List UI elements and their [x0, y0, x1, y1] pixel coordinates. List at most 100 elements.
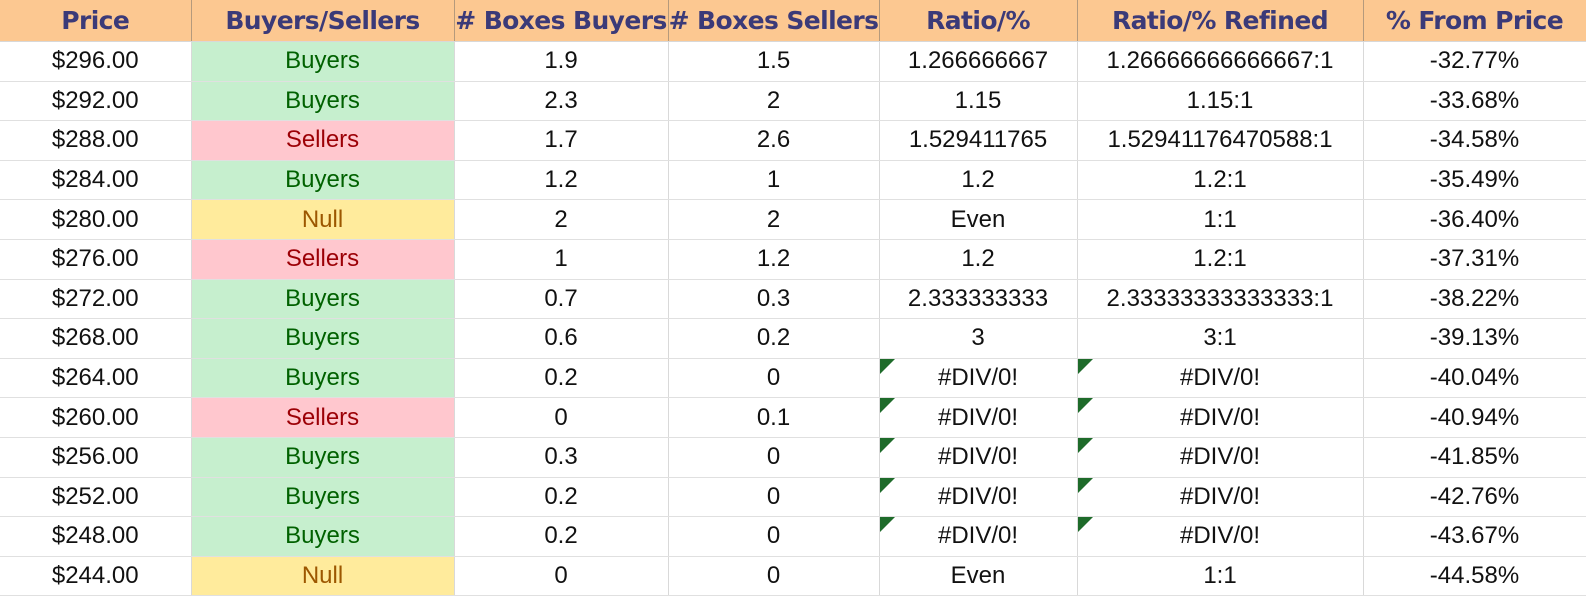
boxes-buyers-cell[interactable]: 1.2	[454, 160, 669, 201]
buyers-sellers-cell[interactable]: Buyers	[191, 160, 455, 201]
header-pct-from-price[interactable]: % From Price	[1363, 0, 1586, 42]
ratio-refined-cell[interactable]: 1.2:1	[1077, 239, 1364, 280]
boxes-sellers-cell[interactable]: 0	[668, 556, 880, 597]
buyers-sellers-cell[interactable]: Buyers	[191, 477, 455, 518]
pct-from-price-cell[interactable]: -40.94%	[1363, 397, 1586, 438]
error-indicator-icon[interactable]	[1077, 437, 1093, 453]
price-cell[interactable]: $276.00	[0, 239, 192, 280]
error-indicator-icon[interactable]	[879, 398, 895, 414]
boxes-buyers-cell[interactable]: 1.9	[454, 41, 669, 82]
error-indicator-icon[interactable]	[879, 437, 895, 453]
boxes-buyers-cell[interactable]: 0	[454, 556, 669, 597]
ratio-refined-cell[interactable]: 1.15:1	[1077, 81, 1364, 122]
error-indicator-icon[interactable]	[1077, 477, 1093, 493]
buyers-sellers-cell[interactable]: Buyers	[191, 81, 455, 122]
pct-from-price-cell[interactable]: -33.68%	[1363, 81, 1586, 122]
ratio-refined-cell[interactable]: 1.2:1	[1077, 160, 1364, 201]
buyers-sellers-cell[interactable]: Sellers	[191, 239, 455, 280]
boxes-buyers-cell[interactable]: 0.2	[454, 516, 669, 557]
header-buyers-sellers[interactable]: Buyers/Sellers	[191, 0, 455, 42]
pct-from-price-cell[interactable]: -35.49%	[1363, 160, 1586, 201]
ratio-cell[interactable]: #DIV/0!	[879, 477, 1078, 518]
boxes-sellers-cell[interactable]: 0	[668, 437, 880, 478]
boxes-buyers-cell[interactable]: 2	[454, 199, 669, 240]
pct-from-price-cell[interactable]: -40.04%	[1363, 358, 1586, 399]
ratio-cell[interactable]: 1.529411765	[879, 120, 1078, 161]
pct-from-price-cell[interactable]: -32.77%	[1363, 41, 1586, 82]
pct-from-price-cell[interactable]: -41.85%	[1363, 437, 1586, 478]
ratio-cell[interactable]: 3	[879, 318, 1078, 359]
header-price[interactable]: Price	[0, 0, 192, 42]
buyers-sellers-cell[interactable]: Buyers	[191, 437, 455, 478]
buyers-sellers-cell[interactable]: Buyers	[191, 516, 455, 557]
boxes-sellers-cell[interactable]: 2	[668, 81, 880, 122]
ratio-cell[interactable]: 1.2	[879, 160, 1078, 201]
ratio-cell[interactable]: Even	[879, 556, 1078, 597]
ratio-refined-cell[interactable]: 2.33333333333333:1	[1077, 279, 1364, 320]
price-cell[interactable]: $248.00	[0, 516, 192, 557]
boxes-buyers-cell[interactable]: 0.6	[454, 318, 669, 359]
price-cell[interactable]: $268.00	[0, 318, 192, 359]
error-indicator-icon[interactable]	[879, 358, 895, 374]
pct-from-price-cell[interactable]: -36.40%	[1363, 199, 1586, 240]
boxes-sellers-cell[interactable]: 0.3	[668, 279, 880, 320]
ratio-cell[interactable]: #DIV/0!	[879, 358, 1078, 399]
price-cell[interactable]: $252.00	[0, 477, 192, 518]
error-indicator-icon[interactable]	[1077, 358, 1093, 374]
boxes-sellers-cell[interactable]: 1.2	[668, 239, 880, 280]
ratio-refined-cell[interactable]: #DIV/0!	[1077, 397, 1364, 438]
header-ratio-refined[interactable]: Ratio/% Refined	[1077, 0, 1364, 42]
boxes-buyers-cell[interactable]: 1	[454, 239, 669, 280]
pct-from-price-cell[interactable]: -37.31%	[1363, 239, 1586, 280]
price-cell[interactable]: $264.00	[0, 358, 192, 399]
ratio-refined-cell[interactable]: #DIV/0!	[1077, 477, 1364, 518]
price-cell[interactable]: $288.00	[0, 120, 192, 161]
boxes-sellers-cell[interactable]: 0.2	[668, 318, 880, 359]
buyers-sellers-cell[interactable]: Null	[191, 556, 455, 597]
boxes-buyers-cell[interactable]: 1.7	[454, 120, 669, 161]
header-boxes-sellers[interactable]: # Boxes Sellers	[668, 0, 880, 42]
pct-from-price-cell[interactable]: -43.67%	[1363, 516, 1586, 557]
price-cell[interactable]: $280.00	[0, 199, 192, 240]
ratio-refined-cell[interactable]: 1.52941176470588:1	[1077, 120, 1364, 161]
buyers-sellers-cell[interactable]: Null	[191, 199, 455, 240]
ratio-cell[interactable]: 1.2	[879, 239, 1078, 280]
ratio-refined-cell[interactable]: 3:1	[1077, 318, 1364, 359]
price-cell[interactable]: $284.00	[0, 160, 192, 201]
buyers-sellers-cell[interactable]: Buyers	[191, 41, 455, 82]
pct-from-price-cell[interactable]: -34.58%	[1363, 120, 1586, 161]
ratio-refined-cell[interactable]: 1:1	[1077, 556, 1364, 597]
ratio-refined-cell[interactable]: #DIV/0!	[1077, 516, 1364, 557]
boxes-sellers-cell[interactable]: 0	[668, 516, 880, 557]
ratio-refined-cell[interactable]: #DIV/0!	[1077, 358, 1364, 399]
boxes-buyers-cell[interactable]: 2.3	[454, 81, 669, 122]
boxes-sellers-cell[interactable]: 0	[668, 477, 880, 518]
price-cell[interactable]: $256.00	[0, 437, 192, 478]
boxes-buyers-cell[interactable]: 0.2	[454, 477, 669, 518]
ratio-refined-cell[interactable]: 1:1	[1077, 199, 1364, 240]
price-cell[interactable]: $244.00	[0, 556, 192, 597]
ratio-cell[interactable]: #DIV/0!	[879, 397, 1078, 438]
header-ratio[interactable]: Ratio/%	[879, 0, 1078, 42]
boxes-buyers-cell[interactable]: 0.2	[454, 358, 669, 399]
ratio-cell[interactable]: 1.15	[879, 81, 1078, 122]
pct-from-price-cell[interactable]: -38.22%	[1363, 279, 1586, 320]
boxes-sellers-cell[interactable]: 2.6	[668, 120, 880, 161]
buyers-sellers-cell[interactable]: Sellers	[191, 397, 455, 438]
error-indicator-icon[interactable]	[1077, 517, 1093, 533]
buyers-sellers-cell[interactable]: Buyers	[191, 279, 455, 320]
boxes-buyers-cell[interactable]: 0.3	[454, 437, 669, 478]
boxes-buyers-cell[interactable]: 0	[454, 397, 669, 438]
error-indicator-icon[interactable]	[879, 517, 895, 533]
buyers-sellers-cell[interactable]: Buyers	[191, 318, 455, 359]
ratio-cell[interactable]: 1.266666667	[879, 41, 1078, 82]
ratio-cell[interactable]: #DIV/0!	[879, 516, 1078, 557]
buyers-sellers-cell[interactable]: Buyers	[191, 358, 455, 399]
price-cell[interactable]: $292.00	[0, 81, 192, 122]
price-cell[interactable]: $260.00	[0, 397, 192, 438]
boxes-sellers-cell[interactable]: 0.1	[668, 397, 880, 438]
error-indicator-icon[interactable]	[879, 477, 895, 493]
ratio-refined-cell[interactable]: 1.26666666666667:1	[1077, 41, 1364, 82]
pct-from-price-cell[interactable]: -42.76%	[1363, 477, 1586, 518]
pct-from-price-cell[interactable]: -39.13%	[1363, 318, 1586, 359]
